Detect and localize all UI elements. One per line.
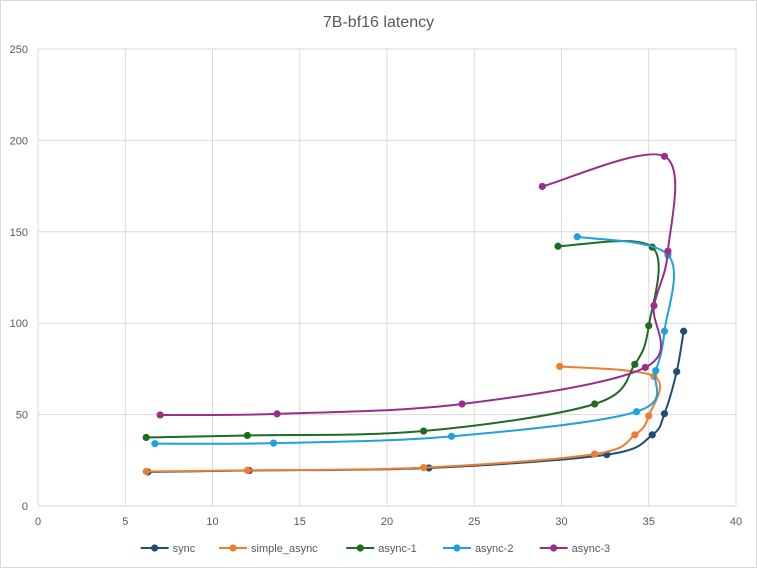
legend-item-async-3: async-3 [539, 543, 611, 555]
y-tick-label: 150 [10, 227, 28, 239]
legend-label: async-1 [378, 543, 417, 555]
data-point [243, 466, 251, 474]
legend-label: async-3 [572, 543, 611, 555]
data-point [631, 431, 639, 439]
grid [37, 48, 737, 507]
series-line [146, 240, 660, 439]
data-point [664, 247, 672, 255]
series-line [154, 235, 675, 445]
data-point [554, 242, 562, 250]
legend-swatch-marker [356, 544, 364, 552]
series-async-3 [156, 152, 677, 419]
legend-item-simple_async: simple_async [219, 543, 318, 555]
data-point [648, 431, 656, 439]
data-point [645, 412, 653, 420]
x-tick-label: 5 [122, 516, 128, 528]
data-point [650, 302, 658, 310]
data-point [243, 431, 251, 440]
data-point [458, 400, 466, 408]
legend-swatch-marker [550, 544, 558, 552]
legend-item-sync: sync [140, 543, 196, 555]
x-tick-label: 35 [643, 516, 655, 528]
data-point [151, 440, 159, 448]
data-point [269, 439, 278, 447]
x-tick-label: 0 [35, 516, 41, 528]
legend-swatch-marker [453, 544, 461, 552]
data-point [673, 368, 681, 376]
x-tick-label: 15 [294, 516, 306, 528]
y-tick-label: 0 [22, 501, 28, 513]
plot-area [142, 152, 688, 476]
data-point [641, 363, 649, 372]
data-point [273, 410, 281, 418]
series-line [146, 365, 661, 473]
data-point [420, 427, 428, 435]
legend-swatch-marker [229, 544, 237, 552]
x-tick-label: 25 [468, 516, 480, 528]
legend-label: simple_async [251, 543, 318, 555]
x-tick-label: 10 [206, 516, 218, 528]
legend-item-async-1: async-1 [346, 543, 417, 555]
data-point [631, 360, 639, 368]
legend-label: async-2 [475, 543, 514, 555]
chart-title: 7B-bf16 latency [323, 14, 434, 31]
y-tick-label: 100 [10, 318, 28, 330]
series-async-1 [142, 240, 660, 442]
x-tick-label: 20 [381, 516, 393, 528]
series-line [160, 153, 677, 417]
data-point [591, 450, 599, 458]
data-point [447, 432, 456, 440]
series-sync [144, 327, 688, 476]
y-tick-label: 200 [10, 135, 28, 147]
data-point [556, 362, 564, 370]
y-tick-label: 250 [10, 44, 28, 56]
legend-item-async-2: async-2 [442, 543, 514, 555]
series-async-2 [151, 233, 675, 448]
data-point [420, 464, 428, 472]
data-point [645, 322, 653, 330]
data-point [660, 327, 669, 335]
y-tick-label: 50 [16, 410, 28, 422]
data-point [591, 400, 599, 408]
data-point [538, 182, 546, 191]
legend-swatch-marker [151, 544, 159, 552]
data-point [680, 327, 688, 335]
data-point [652, 367, 660, 375]
x-tick-label: 40 [730, 516, 742, 528]
data-point [573, 233, 581, 241]
legend: sync simple_async async-1 async-2 async-3 [140, 543, 611, 555]
data-point [156, 411, 164, 419]
data-point [660, 410, 669, 418]
x-tick-label: 30 [555, 516, 567, 528]
data-point [142, 467, 150, 476]
data-point [660, 152, 669, 160]
axes: 0 5 10 15 20 25 30 35 40 0 50 100 150 200 250 [10, 44, 742, 528]
legend-label: sync [173, 543, 196, 555]
data-point [632, 408, 641, 416]
data-point [142, 433, 150, 442]
